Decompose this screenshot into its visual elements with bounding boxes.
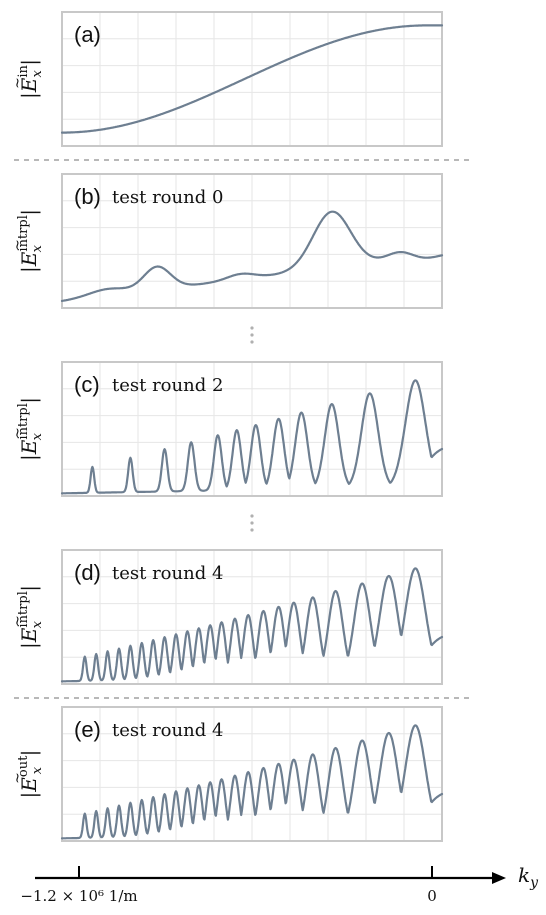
y-axis-label-text: |Eintrplx| bbox=[16, 397, 45, 461]
panel-tag: (b) bbox=[74, 184, 101, 209]
y-axis-label: |Eintrplx|~ bbox=[10, 585, 45, 649]
panel-title: test round 4 bbox=[112, 563, 223, 584]
x-axis-name: ky bbox=[518, 863, 539, 891]
y-axis-label-text: |Eintrplx| bbox=[16, 209, 45, 273]
panel-c: (c) test round 2 |Eintrplx|~ bbox=[10, 361, 444, 497]
panel-e: (e) test round 4 |Eoutx|~ bbox=[10, 706, 444, 842]
series-line bbox=[60, 24, 444, 134]
y-axis-tilde: ~ bbox=[10, 427, 26, 439]
y-axis-tilde: ~ bbox=[10, 615, 26, 627]
panel-tag: (e) bbox=[74, 717, 101, 742]
panel-d: (d) test round 4 |Eintrplx|~ bbox=[10, 549, 444, 685]
y-axis-tilde: ~ bbox=[10, 772, 26, 784]
ellipsis-dot bbox=[250, 514, 254, 518]
x-tick-label: 0 bbox=[427, 887, 437, 905]
x-axis-arrowhead bbox=[492, 872, 506, 884]
panel-title: test round 4 bbox=[112, 720, 223, 741]
panel-tag: (a) bbox=[74, 22, 101, 47]
panel-tag: (d) bbox=[74, 560, 101, 585]
ellipsis-dot bbox=[250, 333, 254, 337]
series-line bbox=[60, 724, 444, 840]
x-tick-label: −1.2 × 10⁶ 1/m bbox=[20, 887, 137, 905]
y-axis-label-text: |Einx| bbox=[16, 59, 45, 99]
panel-title: test round 0 bbox=[112, 187, 223, 208]
y-axis-label: |Einx|~ bbox=[10, 59, 45, 99]
panel-a: (a) |Einx|~ bbox=[10, 11, 444, 147]
ellipsis-dot bbox=[250, 340, 254, 344]
y-axis-label: |Eintrplx|~ bbox=[10, 397, 45, 461]
y-axis-label-text: |Eintrplx| bbox=[16, 585, 45, 649]
series-line bbox=[60, 379, 444, 495]
series-line bbox=[60, 210, 444, 302]
y-axis-tilde: ~ bbox=[10, 239, 26, 251]
panel-tag: (c) bbox=[74, 372, 100, 397]
y-axis-label: |Eoutx|~ bbox=[10, 750, 45, 799]
y-axis-label: |Eintrplx|~ bbox=[10, 209, 45, 273]
y-axis-label-text: |Eoutx| bbox=[16, 750, 45, 799]
panel-b: (b) test round 0 |Eintrplx|~ bbox=[10, 173, 444, 309]
series-line bbox=[60, 567, 444, 683]
panel-title: test round 2 bbox=[112, 375, 223, 396]
y-axis-tilde: ~ bbox=[10, 77, 26, 89]
ellipsis-dot bbox=[250, 326, 254, 330]
ellipsis-dot bbox=[250, 521, 254, 525]
ellipsis-dot bbox=[250, 528, 254, 532]
